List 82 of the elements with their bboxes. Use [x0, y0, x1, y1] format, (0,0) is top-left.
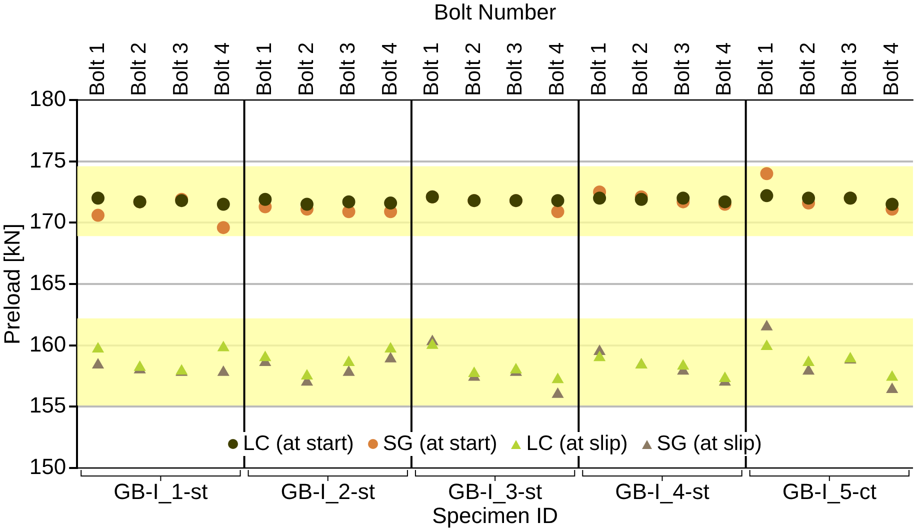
point: [552, 373, 564, 384]
y-tick-label: 175: [29, 147, 66, 172]
x-tick-label: Bolt 1: [754, 42, 778, 96]
point: [634, 192, 648, 206]
text: GB-I_3-st: [448, 479, 542, 504]
point: [802, 192, 816, 205]
point: [761, 340, 772, 350]
point: [593, 192, 606, 205]
y-tick-label: 155: [29, 392, 66, 418]
point: [92, 192, 105, 205]
legend-label: LC (at start): [243, 432, 354, 456]
y-axis-title: Preload [kN]: [0, 223, 24, 345]
point: [384, 342, 396, 353]
point: [92, 358, 104, 368]
x-tick-label: Bolt 2: [629, 42, 652, 96]
x-tick-label: Bolt 2: [128, 42, 151, 96]
point: [552, 388, 564, 398]
text: GB-I_4-st: [615, 479, 710, 504]
x-tick-label: Bolt 3: [504, 42, 527, 96]
y-tick-label: 170: [29, 208, 66, 234]
legend-label: SG (at start): [382, 432, 498, 456]
point: [886, 382, 898, 393]
point: [92, 342, 104, 353]
point: [677, 360, 689, 370]
point: [218, 366, 230, 376]
y-tick-label: 160: [29, 331, 66, 356]
text: GB-I_2-st: [280, 479, 375, 504]
y-tick-label: 165: [29, 270, 66, 296]
y-tick-label: 150: [29, 454, 66, 480]
point: [258, 192, 272, 206]
x-tick-label: Bolt 3: [670, 42, 694, 96]
x-tick-label: Bolt 1: [252, 42, 276, 96]
point: [342, 195, 356, 208]
point: [510, 363, 522, 374]
x2-axis-title: Bolt Number: [434, 0, 556, 24]
point: [676, 192, 690, 205]
text: GB-I_5-ct: [782, 479, 876, 504]
x-tick-label: Bolt 4: [546, 42, 569, 96]
point: [886, 370, 898, 381]
point: [760, 189, 774, 202]
point: [468, 367, 480, 378]
point: [426, 338, 438, 349]
point: [719, 372, 731, 382]
y-tick-label: 180: [29, 86, 66, 112]
point: [551, 194, 564, 208]
point: [301, 370, 313, 380]
x-tick-label: Bolt 4: [378, 42, 402, 96]
point: [216, 198, 230, 211]
point: [92, 208, 105, 222]
x-tick-label: Bolt 2: [294, 42, 318, 96]
point: [259, 351, 271, 362]
x-tick-label: Bolt 3: [838, 42, 862, 96]
x-axis-title: Specimen ID: [432, 503, 558, 528]
text: GB-I_1-st: [114, 479, 208, 504]
x-tick-label: Bolt 2: [796, 42, 820, 96]
point: [551, 205, 564, 218]
point: [384, 352, 396, 362]
point: [718, 195, 732, 208]
point: [802, 364, 814, 375]
point: [216, 221, 230, 234]
point: [761, 320, 772, 330]
x-tick-label: Bolt 4: [211, 42, 234, 96]
point: [594, 351, 606, 362]
point: [343, 366, 354, 376]
x-tick-label: Bolt 1: [587, 42, 610, 96]
x-tick-label: Bolt 1: [86, 42, 109, 96]
x-tick-label: Bolt 1: [420, 42, 444, 96]
point: [802, 356, 814, 366]
legend-label: LC (at slip): [526, 432, 628, 456]
x-tick-label: Bolt 2: [462, 42, 485, 96]
legend-label: SG (at slip): [656, 432, 762, 456]
point: [218, 341, 230, 352]
x-tick-label: Bolt 3: [336, 42, 360, 96]
point: [760, 167, 774, 180]
x-tick-label: Bolt 4: [880, 42, 903, 96]
x-tick-label: Bolt 3: [169, 42, 192, 96]
point: [384, 196, 398, 210]
point: [300, 198, 314, 211]
point: [134, 360, 146, 371]
point: [343, 356, 354, 366]
x-tick-label: Bolt 4: [712, 42, 736, 96]
point: [886, 198, 899, 211]
